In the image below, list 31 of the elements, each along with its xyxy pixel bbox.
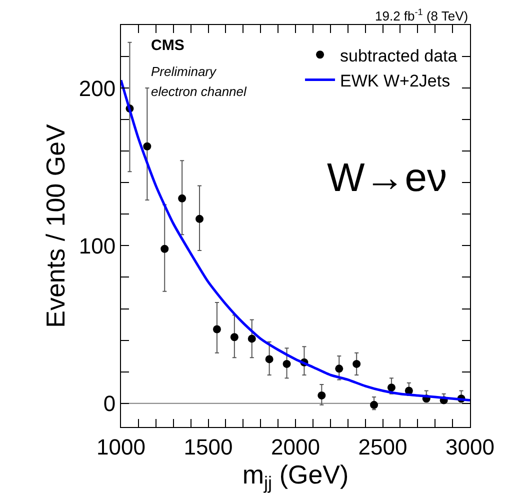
y-tick-label: 200 [78, 76, 116, 101]
x-tick-label: 1500 [184, 434, 233, 460]
x-tick-label: 1000 [96, 434, 146, 460]
annotation: W→eν [327, 156, 447, 200]
point [178, 194, 186, 202]
point [370, 400, 378, 409]
annotation: Preliminary [151, 64, 218, 79]
text: 19.2 fb$^{-1}$ (8 TeV) [375, 7, 468, 24]
point [352, 360, 361, 368]
point [387, 384, 396, 392]
y-axis-title: Events / 100 GeV [40, 123, 70, 328]
x-tick-label: 3000 [446, 434, 494, 460]
x-tick-label: 2000 [271, 434, 320, 460]
legend-label: EWK W+2Jets [340, 71, 450, 90]
point [143, 142, 152, 150]
point [196, 214, 204, 223]
x-tick-label: 2500 [358, 434, 408, 460]
point [335, 364, 344, 373]
y-tick-label: 100 [78, 233, 116, 258]
annotation: CMS [151, 37, 184, 54]
y-tick-label: 0 [103, 391, 116, 416]
point [318, 391, 326, 400]
legend-label: subtracted data [340, 46, 458, 66]
point [160, 244, 169, 253]
point [265, 355, 274, 364]
point [212, 325, 221, 334]
point [282, 360, 291, 368]
point [248, 334, 256, 343]
annotation: electron channel [151, 84, 248, 99]
x-axis-title: m$_{jj}$ (GeV) [242, 459, 349, 493]
point [230, 333, 238, 342]
